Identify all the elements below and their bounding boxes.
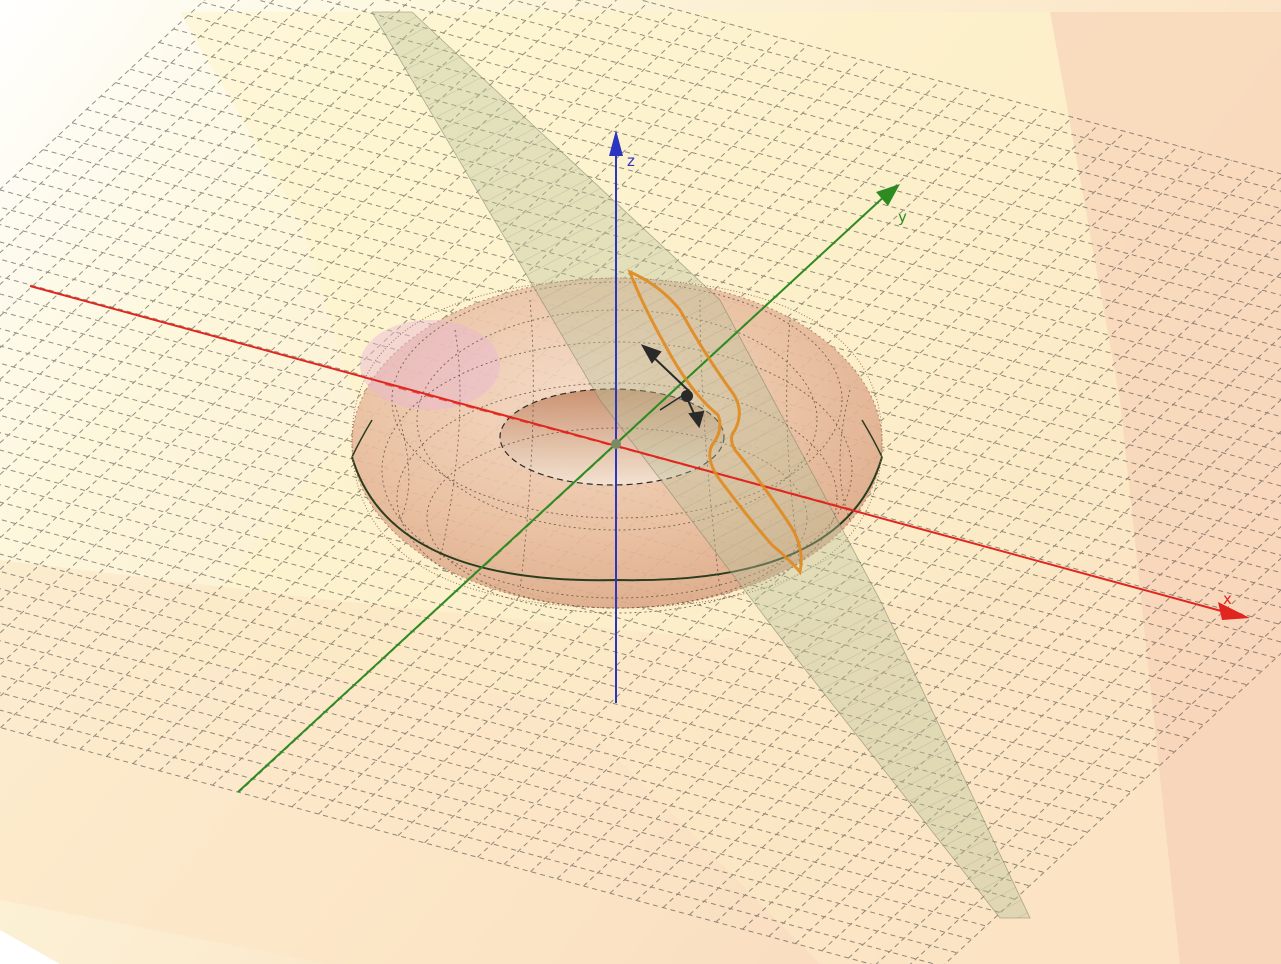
grid-line-94 [320, 0, 1281, 262]
grid-line-87 [689, 367, 1281, 916]
x-axis-label: x [1223, 590, 1232, 608]
grid-line-105 [944, 652, 1281, 964]
z-axis-arrowhead [609, 130, 623, 156]
y-axis-arrowhead [876, 184, 900, 206]
grid-line-101 [875, 589, 1281, 964]
grid-line-33 [0, 23, 729, 698]
grid-line-31 [0, 16, 702, 666]
grid-line-103 [909, 621, 1281, 964]
grid-line-96 [383, 0, 1281, 244]
grid-line-85 [662, 335, 1281, 908]
grid-line-104 [639, 0, 1281, 175]
point-on-curve[interactable] [681, 390, 693, 402]
origin-point[interactable] [611, 439, 621, 449]
grid-line-3 [0, 0, 240, 222]
grid-line-93 [768, 462, 1281, 937]
y-axis-label: y [898, 208, 907, 226]
grid-line-83 [636, 304, 1281, 901]
grid-line-81 [609, 272, 1281, 894]
grid-line-75 [530, 177, 1281, 872]
grid-line-89 [715, 399, 1281, 923]
normal-vectors[interactable] [611, 344, 705, 449]
grid-line-73 [503, 167, 1259, 865]
x-axis: x [29, 285, 1250, 620]
x-axis-arrowhead [1218, 602, 1250, 620]
grid-line-29 [0, 8, 676, 634]
grid-line-95 [795, 494, 1281, 944]
intersection-curve[interactable] [627, 269, 803, 576]
grid-line-77 [556, 209, 1281, 880]
y-axis: y [237, 184, 907, 793]
z-axis-label: z [627, 152, 635, 170]
grid-line-5 [0, 0, 275, 254]
grid-line-91 [742, 430, 1281, 930]
cutting-plane[interactable] [371, 11, 1031, 919]
grid-line-100 [511, 0, 1281, 210]
grid-line-1 [0, 0, 206, 191]
grid-line-98 [447, 0, 1281, 227]
grid-line-79 [583, 240, 1281, 887]
grid-line-102 [575, 0, 1281, 192]
